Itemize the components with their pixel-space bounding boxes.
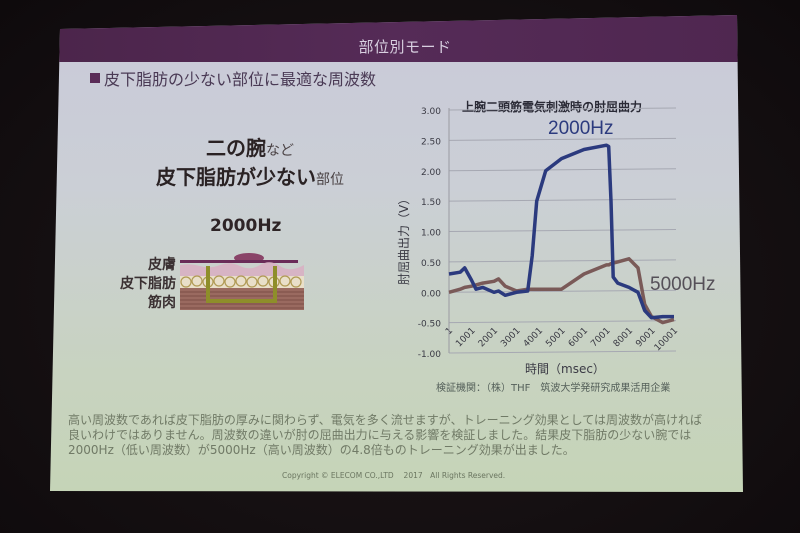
- y-axis-label: 肘屈曲出力（V）: [396, 193, 411, 285]
- svg-text:1001: 1001: [454, 326, 477, 349]
- body-text-line: 良いわけではありません。周波数の違いが肘の屈曲出力に与える影響を検証しました。結…: [68, 428, 692, 442]
- chart-grid: [448, 107, 677, 354]
- series-label-5000hz: 5000Hz: [650, 274, 716, 295]
- x-axis-label: 時間（msec）: [525, 362, 605, 376]
- svg-text:4001: 4001: [522, 326, 545, 349]
- body-text-line: 高い周波数であれば皮下脂肪の厚みに関わらず、電気を多く流せますが、トレーニング効…: [68, 413, 702, 427]
- headline-line1-small: など: [266, 143, 294, 159]
- series-label-2000hz: 2000Hz: [548, 118, 614, 139]
- slide-subtitle: 皮下脂肪の少ない部位に最適な周波数: [90, 66, 376, 90]
- series-2000hz-line: [448, 143, 674, 320]
- svg-text:7001: 7001: [589, 326, 612, 349]
- headline-line2-small: 部位: [316, 172, 344, 188]
- svg-text:2.50: 2.50: [421, 137, 441, 147]
- headline-line2-big: 皮下脂肪が少ない: [156, 165, 316, 189]
- copyright: Copyright © ELECOM CO.,LTD 2017 All Righ…: [282, 471, 506, 480]
- svg-text:0.00: 0.00: [421, 289, 441, 299]
- headline-line1-big: 二の腕: [206, 136, 266, 160]
- layer-labels: 皮膚 皮下脂肪 筋肉: [108, 256, 176, 313]
- svg-text:8001: 8001: [612, 326, 635, 349]
- slide-title: 部位別モード: [358, 38, 452, 56]
- svg-text:1.00: 1.00: [421, 229, 441, 239]
- svg-text:6001: 6001: [567, 326, 590, 349]
- layer-label-fat: 皮下脂肪: [120, 276, 176, 292]
- svg-text:2.00: 2.00: [421, 168, 441, 178]
- body-text-line: 2000Hz（低い周波数）が5000Hz（高い周波数）の4.8倍ものトレーニング…: [68, 443, 575, 457]
- svg-text:1: 1: [444, 326, 455, 337]
- diagram-frequency-label: 2000Hz: [210, 216, 282, 236]
- y-axis-ticks: 3.00 2.50 2.00 1.50 1.00 0.50 0.00 -0.50 -1.00: [418, 107, 442, 360]
- layer-label-skin: 皮膚: [148, 257, 176, 273]
- layer-label-muscle: 筋肉: [148, 295, 176, 311]
- chart-title: 上腕二頭筋電気刺激時の肘屈曲力: [462, 100, 643, 114]
- x-axis-ticks: 1 1001 2001 3001 4001 5001 6001 7001 8001 9001100…: [444, 326, 680, 353]
- body-text: 高い周波数であれば皮下脂肪の厚みに関わらず、電気を多く流せますが、トレーニング効…: [68, 413, 728, 458]
- svg-text:10001: 10001: [653, 326, 680, 353]
- headline: 二の腕など 皮下脂肪が少ない部位: [140, 135, 360, 193]
- svg-text:1.50: 1.50: [421, 198, 441, 208]
- skin-cross-section-diagram: [180, 253, 304, 310]
- subtitle-text: 皮下脂肪の少ない部位に最適な周波数: [104, 70, 377, 89]
- verification-credit: 検証機関：（株）THF 筑波大学発研究成果活用企業: [436, 383, 671, 394]
- svg-text:2001: 2001: [477, 326, 500, 349]
- svg-text:3001: 3001: [499, 326, 522, 349]
- svg-text:3.00: 3.00: [421, 107, 441, 117]
- series-5000hz-line: [448, 257, 675, 325]
- square-bullet-icon: [90, 73, 100, 83]
- current-path: [206, 266, 277, 303]
- svg-text:0.50: 0.50: [421, 259, 441, 269]
- svg-text:-1.00: -1.00: [418, 350, 442, 360]
- svg-text:-0.50: -0.50: [418, 320, 442, 330]
- svg-text:5001: 5001: [544, 326, 567, 349]
